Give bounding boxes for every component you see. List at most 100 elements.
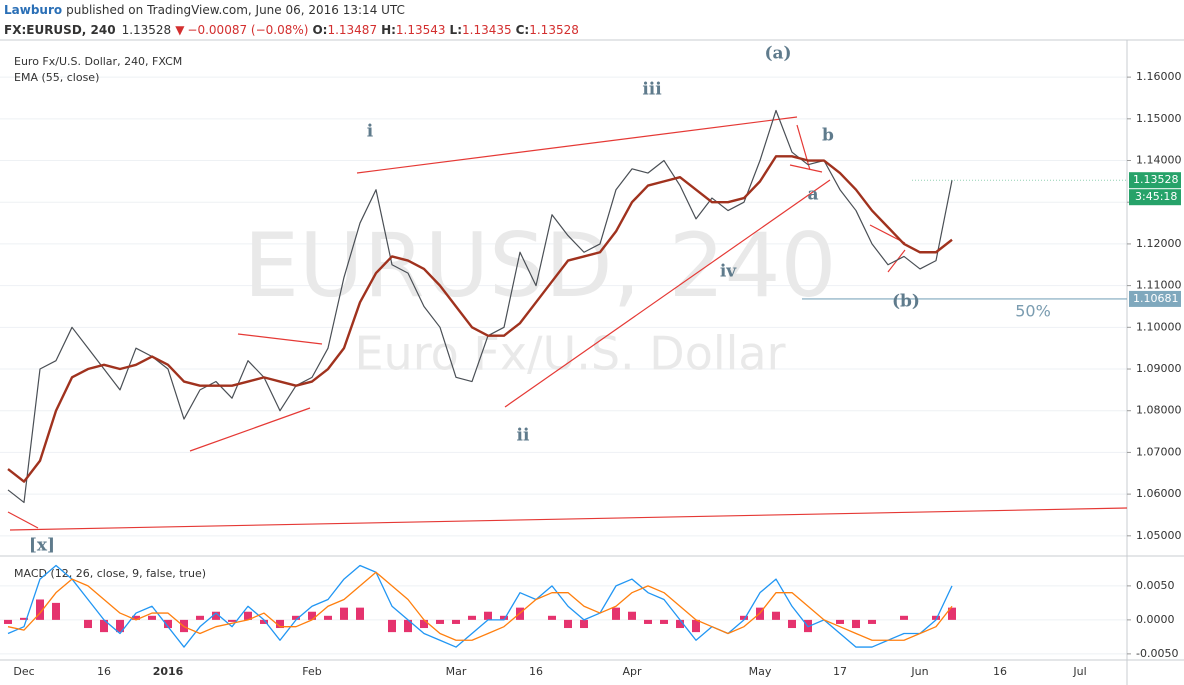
macd-histogram-bar [164, 619, 172, 629]
macd-histogram-bar [276, 619, 284, 629]
macd-histogram-bar [900, 615, 908, 620]
trend-line [237, 333, 323, 345]
macd-histogram-bar [100, 619, 108, 633]
macd-histogram-bar [212, 611, 220, 620]
high-label: H: [381, 23, 396, 37]
macd-histogram-bar [932, 615, 940, 620]
macd-histogram-bar [196, 615, 204, 620]
trend-line [504, 179, 831, 408]
macd-histogram-bar [788, 619, 796, 629]
trend-line [7, 511, 39, 529]
macd-histogram-bar [308, 611, 316, 620]
macd-histogram-bar [420, 619, 428, 629]
x-tick-label: Apr [622, 665, 642, 678]
symbol-line: FX:EURUSD, 240 1.13528 ▼ −0.00087 (−0.08%) O… [4, 23, 579, 37]
y-tick-label: 1.06000 [1136, 487, 1182, 500]
countdown: 3:45:18 [1135, 190, 1177, 203]
macd-histogram-bar [148, 615, 156, 620]
y-tick-label: 1.09000 [1136, 362, 1182, 375]
x-tick-label: 2016 [153, 665, 184, 678]
wave-label: (b) [892, 292, 920, 312]
y-tick-label: -0.0050 [1136, 647, 1178, 660]
arrow: ▼ [175, 23, 185, 37]
legend-ema: EMA (55, close) [14, 71, 99, 84]
change: −0.00087 (−0.08%) [187, 23, 308, 37]
macd-histogram-bar [948, 607, 956, 620]
open-label: O: [312, 23, 327, 37]
level-label: 50% [1015, 302, 1051, 321]
close-label: C: [516, 23, 530, 37]
y-tick-label: 1.11000 [1136, 279, 1182, 292]
x-tick-label: Jun [910, 665, 928, 678]
legend-macd: MACD (12, 26, close, 9, false, true) [14, 567, 206, 580]
y-tick-label: 0.0000 [1136, 613, 1175, 626]
x-tick-label: Jul [1072, 665, 1086, 678]
trend-line [189, 407, 311, 452]
low: 1.13435 [462, 23, 512, 37]
plot: 1.05000 1.06000 1.07000 1.08000 1.09000 1.100… [4, 70, 1182, 678]
macd-histogram-bar [436, 619, 444, 624]
series-line [7, 571, 953, 641]
low-label: L: [450, 23, 462, 37]
macd-histogram-bar [852, 619, 860, 629]
macd-histogram-bar [404, 619, 412, 633]
macd-histogram-bar [340, 607, 348, 620]
countdown-box [1129, 189, 1181, 206]
macd-histogram-bar [324, 615, 332, 620]
macd-histogram-bar [644, 619, 652, 624]
trend-line [356, 116, 798, 174]
macd-histogram-bar [468, 615, 476, 620]
y-tick-label: 1.15000 [1136, 112, 1182, 125]
macd-histogram-bar [4, 619, 12, 624]
x-tick-label: 17 [833, 665, 847, 678]
wave-label: ii [517, 426, 530, 446]
y-tick-label: 1.07000 [1136, 445, 1182, 458]
macd-histogram-bar [740, 615, 748, 620]
macd-histogram-bar [228, 619, 236, 622]
macd-histogram-bar [548, 615, 556, 620]
macd-histogram-bar [660, 619, 668, 624]
macd-histogram-bar [116, 619, 124, 633]
x-tick-label: 16 [529, 665, 543, 678]
macd-histogram-bar [132, 615, 140, 620]
last-price-box [1129, 172, 1181, 189]
trend-line [789, 164, 823, 173]
y-tick-label: 1.12000 [1136, 237, 1182, 250]
x-tick-label: Feb [302, 665, 321, 678]
grid [0, 76, 1127, 655]
macd-histogram-bar [84, 619, 92, 629]
symbol: FX:EURUSD, 240 [4, 23, 116, 37]
series-line [7, 155, 953, 483]
y-tick-label: 1.10000 [1136, 320, 1182, 333]
macd-histogram-bar [676, 619, 684, 629]
macd-histogram-bar [500, 615, 508, 620]
x-tick-label: Mar [446, 665, 467, 678]
trend-line [796, 124, 811, 171]
watermark-name: Euro Fx/U.S. Dollar [354, 327, 785, 381]
macd-histogram-bar [452, 619, 460, 624]
last: 1.13528 [122, 23, 172, 37]
author[interactable]: Lawburo [4, 3, 62, 17]
macd-histogram-bar [628, 611, 636, 620]
y-tick-label: 1.16000 [1136, 70, 1182, 83]
x-tick-label: May [749, 665, 772, 678]
legend-price: Euro Fx/U.S. Dollar, 240, FXCM [14, 55, 182, 68]
close: 1.13528 [529, 23, 579, 37]
x-tick-label: 16 [97, 665, 111, 678]
macd-histogram-bar [36, 599, 44, 620]
macd-histogram-bar [20, 617, 28, 620]
wave-label: i [367, 122, 374, 142]
macd-histogram-bar [772, 611, 780, 620]
wave-label: (a) [764, 44, 791, 64]
wave-label: [x] [29, 536, 55, 556]
y-tick-label: 1.14000 [1136, 154, 1182, 167]
y-tick-label: 1.05000 [1136, 529, 1182, 542]
level-box [1129, 290, 1181, 307]
x-tick-label: 16 [993, 665, 1007, 678]
trend-line [9, 507, 1128, 531]
macd-histogram-bar [292, 615, 300, 620]
macd-histogram-bar [244, 611, 252, 620]
macd-histogram-bar [484, 611, 492, 620]
